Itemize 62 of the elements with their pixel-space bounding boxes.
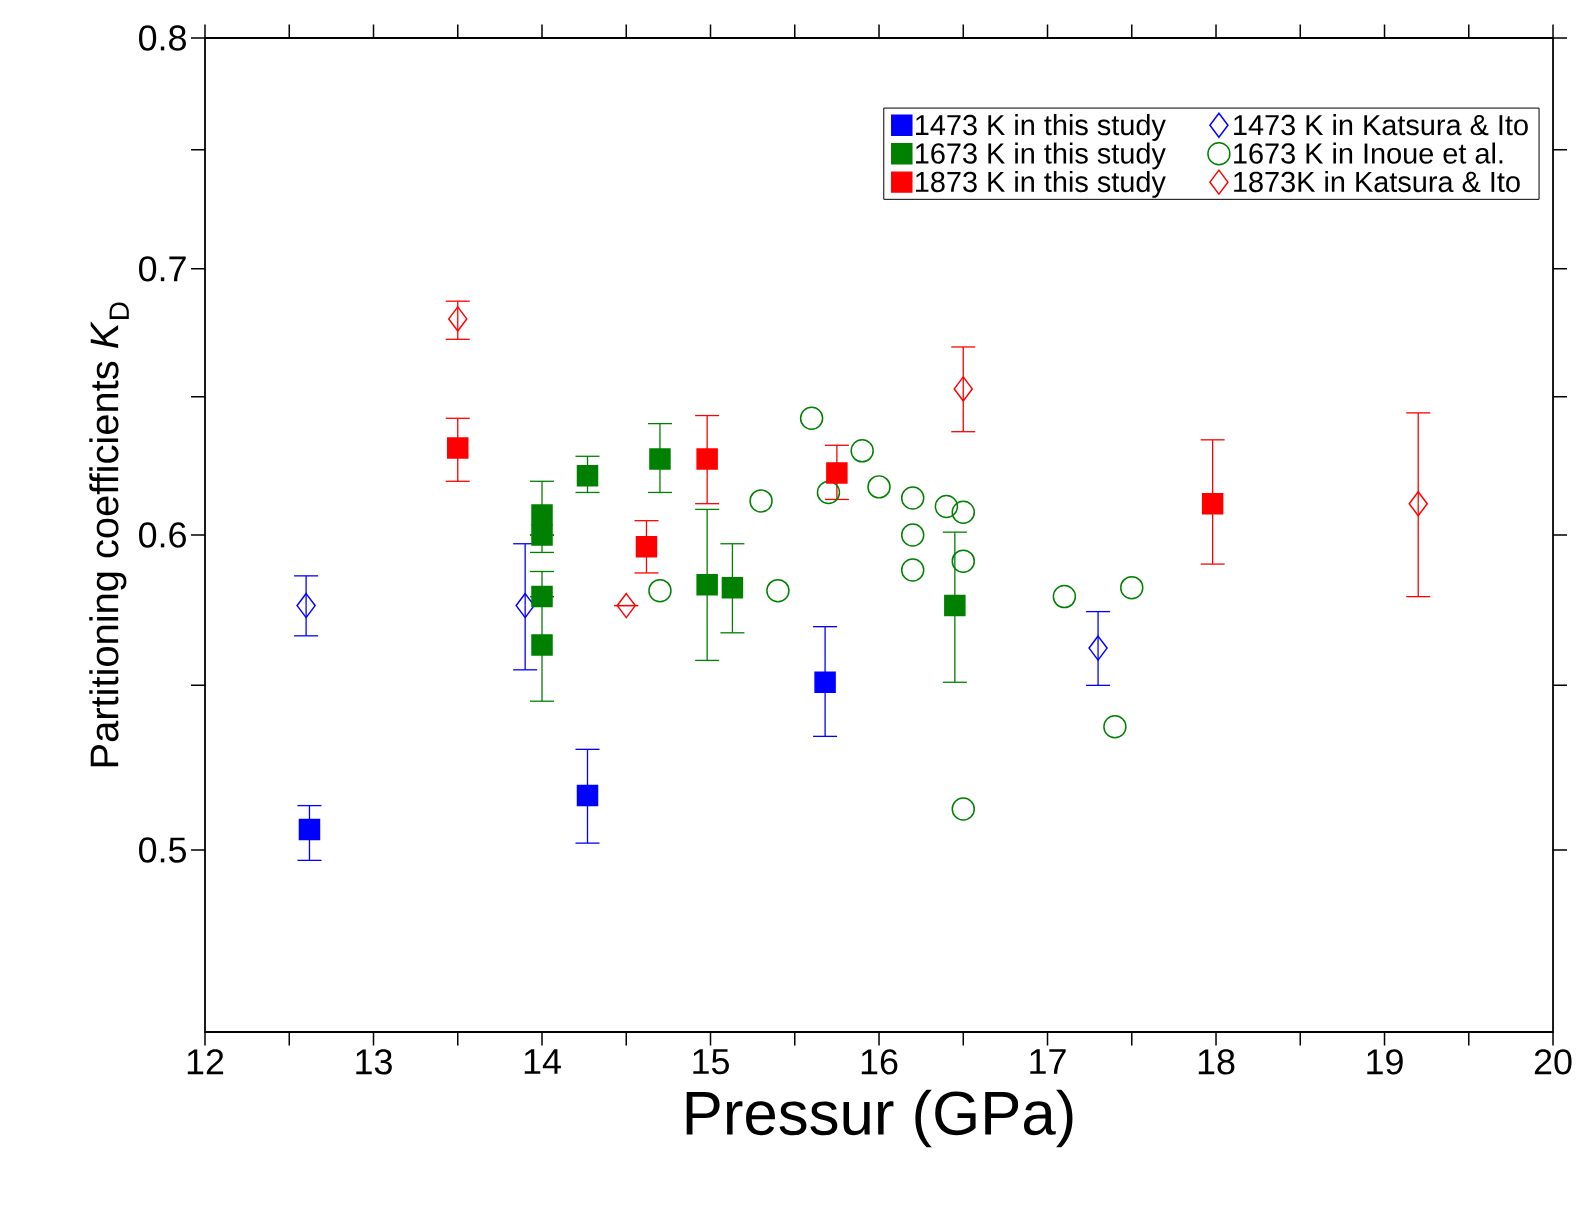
y-tick-label: 0.7: [139, 256, 186, 282]
point: [749, 489, 773, 513]
point: [531, 524, 553, 546]
x-axis-title: Pressur (GPa): [686, 1089, 1073, 1148]
point: [814, 671, 836, 694]
y-tick-label: 0.8: [139, 25, 186, 51]
point: [1103, 714, 1127, 739]
y-axis-title: Partitioning coefficients K$_{D}$: [89, 302, 129, 767]
x-tick-label: 19: [1367, 1049, 1403, 1075]
point: [951, 797, 976, 821]
x-tick-label: 12: [187, 1049, 224, 1075]
point: [951, 549, 976, 573]
legend-label: 1473 K in Katsura & Ito: [1234, 114, 1528, 136]
x-tick-label: 18: [1198, 1049, 1235, 1075]
point: [648, 578, 672, 603]
point: [1120, 575, 1144, 600]
point: [934, 494, 959, 519]
point: [531, 504, 553, 526]
point: [816, 480, 841, 505]
point: [696, 573, 718, 596]
point: [515, 592, 535, 619]
y-tick-label: 0.5: [139, 837, 186, 863]
point: [867, 475, 891, 499]
point: [799, 406, 824, 431]
point: [649, 448, 671, 470]
point: [1052, 584, 1077, 609]
point: [951, 500, 976, 524]
legend-label: 1473 K in this study: [915, 114, 1166, 142]
point: [298, 818, 321, 841]
point: [766, 578, 790, 603]
point: [616, 592, 637, 619]
x-tick-label: 20: [1534, 1049, 1572, 1075]
x-tick-label: 17: [1030, 1049, 1066, 1074]
x-tick-label: 13: [356, 1049, 392, 1075]
point: [953, 376, 974, 402]
x-tick-label: 16: [861, 1049, 898, 1075]
point: [721, 576, 744, 599]
point: [448, 306, 468, 332]
point: [900, 558, 925, 582]
y-tick-label: 0.6: [139, 522, 186, 548]
point: [447, 437, 469, 459]
point: [944, 594, 966, 617]
point: [826, 462, 848, 484]
point: [1088, 635, 1108, 661]
point: [635, 535, 658, 558]
point: [900, 523, 925, 547]
legend-label: 1873K in Katsura & Ito: [1234, 170, 1520, 193]
point: [850, 439, 874, 463]
point: [296, 592, 316, 619]
x-tick-label: 15: [693, 1049, 729, 1075]
legend-label: 1673 K in this study: [915, 142, 1166, 170]
point: [576, 784, 599, 807]
point: [1201, 492, 1224, 515]
point: [531, 634, 553, 656]
point: [1408, 490, 1428, 517]
legend-label: 1673 K in Inoue et al.: [1234, 142, 1503, 164]
point: [576, 464, 599, 487]
point: [531, 585, 553, 608]
point: [696, 448, 718, 470]
point: [900, 486, 925, 510]
x-tick-label: 14: [524, 1049, 561, 1074]
legend-label: 1873 K in this study: [915, 170, 1166, 198]
